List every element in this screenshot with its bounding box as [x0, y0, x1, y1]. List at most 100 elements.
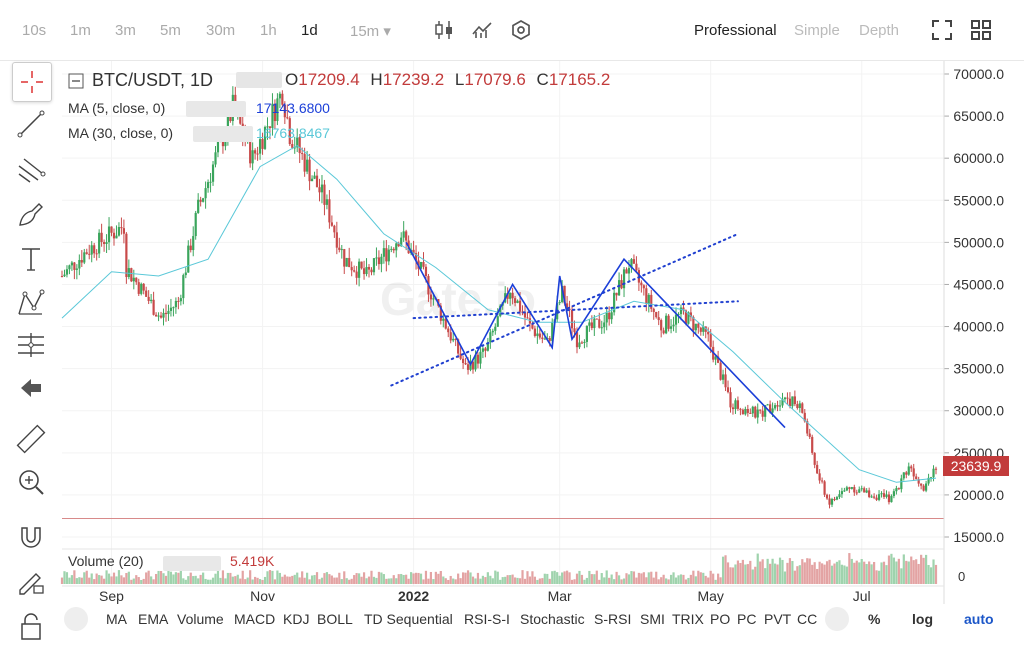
measure-tool[interactable]: [12, 326, 50, 364]
ind-srsi[interactable]: S-RSI: [594, 611, 632, 627]
indicator-icon[interactable]: [470, 18, 494, 42]
ind-kdj[interactable]: KDJ: [283, 611, 310, 627]
timeframe-1d[interactable]: 1d: [301, 22, 318, 39]
candle-body: [154, 314, 158, 317]
candle-body: [412, 249, 415, 254]
scroll-right-button[interactable]: [825, 607, 849, 631]
volume-bar: [481, 575, 485, 584]
candle-body: [107, 226, 111, 243]
pattern-tool[interactable]: [12, 284, 50, 322]
volume-bar: [241, 570, 244, 584]
text-tool[interactable]: [12, 240, 50, 278]
candle-body: [635, 263, 638, 271]
volume-bar: [848, 553, 851, 584]
volume-bar: [464, 572, 467, 584]
ind-td-sequential[interactable]: TD Sequential: [364, 611, 453, 627]
timeframe-1h[interactable]: 1h: [260, 22, 277, 39]
candle-body: [135, 277, 138, 283]
candle-body: [863, 488, 866, 493]
lock-tool[interactable]: [12, 608, 50, 646]
magnet-tool[interactable]: [12, 518, 50, 556]
log-toggle[interactable]: log: [912, 611, 933, 627]
volume-bar: [293, 574, 296, 584]
volume-bar: [650, 571, 653, 584]
volume-bar: [263, 576, 267, 584]
ind-volume[interactable]: Volume: [177, 611, 224, 627]
trendline-tool[interactable]: [12, 105, 50, 143]
timeframe-1m[interactable]: 1m: [70, 22, 91, 39]
volume-bar: [122, 577, 125, 584]
volume-bar: [177, 572, 180, 584]
candle-body: [647, 294, 650, 305]
channel-lower-line: [390, 232, 739, 387]
ind-rsi[interactable]: RSI-S-I: [464, 611, 510, 627]
ind-pc[interactable]: PC: [737, 611, 757, 627]
volume-bar: [660, 577, 663, 584]
ind-macd[interactable]: MACD: [234, 611, 276, 627]
ind-ema[interactable]: EMA: [138, 611, 169, 627]
volume-bar: [687, 577, 690, 584]
volume-bar: [746, 564, 749, 584]
ruler-tool[interactable]: [12, 420, 50, 458]
ind-cc[interactable]: CC: [797, 611, 818, 627]
mode-professional[interactable]: Professional: [694, 22, 777, 39]
ma30-action-buttons[interactable]: [193, 126, 253, 142]
timeframe-5m[interactable]: 5m: [160, 22, 181, 39]
ind-boll[interactable]: BOLL: [317, 611, 353, 627]
layout-icon[interactable]: [969, 18, 993, 42]
mode-depth[interactable]: Depth: [859, 22, 900, 39]
zoom-tool[interactable]: [12, 463, 50, 501]
volume-bar: [556, 572, 559, 584]
ind-pvt[interactable]: PVT: [764, 611, 792, 627]
magnet-icon: [21, 527, 41, 548]
volume-bar: [843, 565, 846, 584]
timeframe-30m[interactable]: 30m: [206, 22, 236, 39]
brush-tool[interactable]: [12, 195, 50, 233]
fullscreen-icon[interactable]: [930, 18, 954, 42]
legend-action-buttons[interactable]: [236, 72, 282, 88]
lock-draw-tool[interactable]: [12, 562, 50, 600]
candle-body: [296, 137, 299, 148]
volume-bar: [593, 574, 596, 584]
volume-bar: [880, 562, 883, 584]
ind-ma[interactable]: MA: [106, 611, 127, 627]
volume-bar: [102, 578, 106, 584]
volume-bar: [920, 554, 923, 584]
crosshair-tool[interactable]: [12, 62, 52, 102]
volume-bar: [367, 576, 371, 584]
candle-body: [481, 348, 485, 352]
mode-simple[interactable]: Simple: [794, 22, 840, 39]
ind-po[interactable]: PO: [710, 611, 731, 627]
candle-body: [632, 259, 636, 264]
fib-tool[interactable]: [12, 150, 50, 188]
volume-action-buttons[interactable]: [163, 556, 221, 571]
timeframe-3m[interactable]: 3m: [115, 22, 136, 39]
candles-icon[interactable]: [432, 18, 456, 42]
auto-toggle[interactable]: auto: [964, 611, 994, 627]
settings-icon[interactable]: [509, 18, 533, 42]
ma5-action-buttons[interactable]: [186, 101, 246, 117]
back-tool[interactable]: [12, 368, 50, 406]
volume-bar: [179, 570, 182, 584]
scroll-left-button[interactable]: [64, 607, 88, 631]
candle-body: [622, 269, 626, 289]
volume-bar: [219, 577, 222, 584]
volume-bar: [110, 576, 113, 584]
drawing-toolbar: [0, 60, 62, 661]
text-icon: [22, 248, 40, 271]
ind-stochastic[interactable]: Stochastic: [520, 611, 585, 627]
collapse-icon[interactable]: [68, 73, 84, 89]
timeframe-10s[interactable]: 10s: [22, 22, 47, 39]
volume-bar: [439, 570, 442, 584]
volume-bar: [476, 572, 480, 584]
volume-bar: [380, 572, 383, 584]
ind-smi[interactable]: SMI: [640, 611, 665, 627]
candle-body: [513, 298, 517, 303]
percent-toggle[interactable]: %: [868, 611, 881, 627]
volume-bar: [692, 570, 695, 584]
timeframe-dropdown[interactable]: 15m ▾: [350, 23, 391, 40]
ind-trix[interactable]: TRIX: [672, 611, 704, 627]
volume-bar: [348, 579, 351, 584]
volume-bar: [68, 577, 71, 584]
